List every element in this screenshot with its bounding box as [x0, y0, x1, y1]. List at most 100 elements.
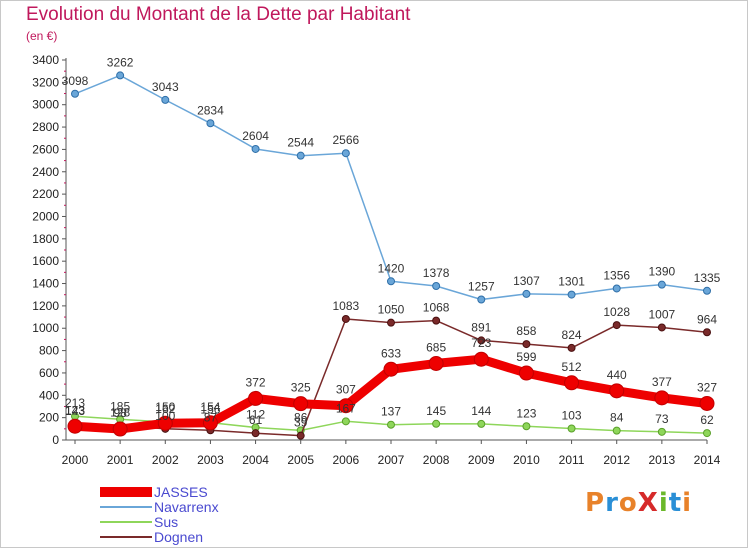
logo-letter: P: [585, 488, 606, 518]
data-label-jasses: 327: [697, 380, 717, 394]
x-tick-label: 2009: [468, 453, 495, 467]
data-point-jasses: [518, 365, 534, 381]
data-label-jasses: 372: [246, 375, 266, 389]
data-label-jasses: 685: [426, 340, 446, 354]
data-label-sus: 84: [610, 411, 624, 425]
y-tick-label: 2000: [32, 209, 59, 223]
logo-letter: o: [618, 488, 638, 518]
x-tick-label: 2011: [559, 453, 585, 467]
data-label-sus: 156: [200, 403, 220, 417]
data-label-navarrenx: 1420: [378, 261, 405, 275]
data-label-dognen: 143: [65, 404, 85, 418]
data-point-navarrenx: [567, 290, 576, 299]
data-label-sus: 144: [471, 404, 491, 418]
data-label-sus: 112: [246, 407, 265, 421]
x-tick-label: 2007: [378, 453, 405, 467]
data-point-dognen: [477, 336, 486, 345]
data-point-jasses: [293, 396, 309, 412]
data-point-jasses: [428, 355, 444, 371]
logo-letter: i: [682, 488, 693, 518]
data-point-dognen: [387, 318, 395, 327]
data-point-navarrenx: [296, 151, 305, 160]
data-point-dognen: [251, 429, 260, 438]
data-point-dognen: [432, 316, 441, 325]
data-label-navarrenx: 1307: [513, 274, 540, 288]
proxiti-logo: ProXiti: [585, 488, 692, 518]
data-point-sus: [387, 420, 395, 429]
data-label-dognen: 858: [516, 324, 536, 338]
data-point-navarrenx: [703, 286, 711, 295]
data-point-jasses: [157, 415, 173, 431]
logo-letter: X: [637, 488, 659, 518]
data-label-sus: 86: [294, 410, 308, 424]
data-label-jasses: 512: [562, 360, 582, 374]
data-point-navarrenx: [161, 95, 170, 104]
data-point-navarrenx: [71, 89, 79, 98]
data-point-sus: [657, 427, 666, 436]
y-tick-label: 200: [39, 411, 59, 425]
y-tick-label: 2400: [32, 165, 59, 179]
data-point-jasses: [112, 421, 128, 437]
legend-label-jasses: JASSES: [154, 484, 208, 500]
data-label-dognen: 100: [155, 409, 175, 423]
data-label-navarrenx: 1257: [468, 280, 495, 294]
data-label-jasses: 325: [291, 381, 311, 395]
y-tick-label: 1000: [32, 321, 59, 335]
data-point-navarrenx: [522, 289, 531, 298]
data-labels: 123 98 150 154 372 325 307 633 685 723 599 512 440 37…: [62, 55, 721, 429]
data-point-dognen: [341, 314, 350, 323]
data-label-jasses: 98: [113, 406, 127, 420]
x-tick-label: 2004: [242, 453, 269, 467]
data-label-navarrenx: 3043: [152, 80, 179, 94]
data-label-sus: 103: [562, 408, 582, 422]
legend-label-sus: Sus: [154, 514, 178, 530]
legend-label-dognen: Dognen: [154, 529, 203, 545]
data-label-jasses: 154: [200, 400, 220, 414]
data-point-jasses: [67, 418, 83, 434]
x-tick-label: 2005: [287, 453, 314, 467]
y-tick-label: 1600: [32, 254, 59, 268]
data-point-jasses: [202, 415, 218, 431]
data-label-navarrenx: 1390: [649, 265, 676, 279]
data-point-dognen: [657, 323, 666, 332]
chart-subtitle: (en €): [26, 29, 58, 43]
axes: 0 200 400 600 800 1000 1200 1400 1600 1800 2000 220…: [32, 53, 720, 467]
y-tick-label: 2200: [32, 187, 59, 201]
data-label-sus: 213: [65, 396, 85, 410]
data-point-dognen: [522, 340, 531, 349]
data-label-jasses: 440: [607, 368, 627, 382]
data-label-dognen: 824: [562, 328, 582, 342]
data-label-navarrenx: 3262: [107, 55, 134, 69]
data-label-navarrenx: 1356: [603, 268, 630, 282]
data-label-dognen: 964: [697, 312, 717, 326]
data-label-sus: 185: [110, 399, 130, 413]
data-point-navarrenx: [251, 144, 260, 153]
y-tick-label: 0: [52, 433, 59, 447]
data-label-jasses: 123: [65, 403, 85, 417]
data-point-jasses: [383, 361, 399, 377]
data-point-dognen: [612, 321, 621, 330]
data-label-navarrenx: 2566: [333, 133, 360, 147]
data-label-jasses: 723: [471, 336, 491, 350]
data-label-navarrenx: 1378: [423, 266, 450, 280]
data-point-navarrenx: [206, 119, 215, 128]
logo-letter: i: [658, 488, 669, 518]
data-point-jasses: [338, 398, 354, 414]
data-label-sus: 73: [655, 412, 669, 426]
data-label-jasses: 633: [381, 346, 401, 360]
x-tick-label: 2006: [333, 453, 360, 467]
data-point-sus: [432, 419, 441, 428]
x-tick-label: 2010: [513, 453, 540, 467]
data-point-sus: [522, 422, 531, 431]
data-label-sus: 167: [336, 401, 356, 415]
data-label-sus: 162: [155, 402, 175, 416]
data-label-dognen: 39: [294, 416, 308, 430]
data-label-navarrenx: 1301: [558, 275, 585, 289]
series-layer: [67, 71, 715, 440]
data-label-dognen: 1083: [333, 299, 360, 313]
data-label-navarrenx: 2834: [197, 103, 224, 117]
y-tick-label: 400: [39, 388, 59, 402]
